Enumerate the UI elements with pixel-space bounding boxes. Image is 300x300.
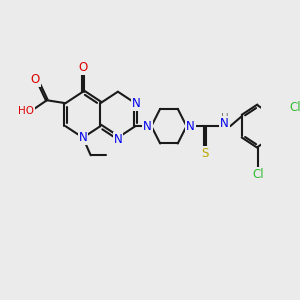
Text: HO: HO (18, 106, 34, 116)
Text: N: N (186, 120, 195, 133)
Text: N: N (220, 117, 229, 130)
Text: O: O (78, 61, 88, 74)
Text: N: N (143, 120, 152, 133)
Text: N: N (132, 97, 141, 110)
Text: O: O (30, 73, 40, 86)
Text: Cl: Cl (289, 101, 300, 114)
Text: N: N (79, 131, 87, 144)
Text: N: N (113, 133, 122, 146)
Text: Cl: Cl (252, 168, 264, 181)
Text: H: H (221, 113, 228, 124)
Text: S: S (202, 147, 209, 160)
